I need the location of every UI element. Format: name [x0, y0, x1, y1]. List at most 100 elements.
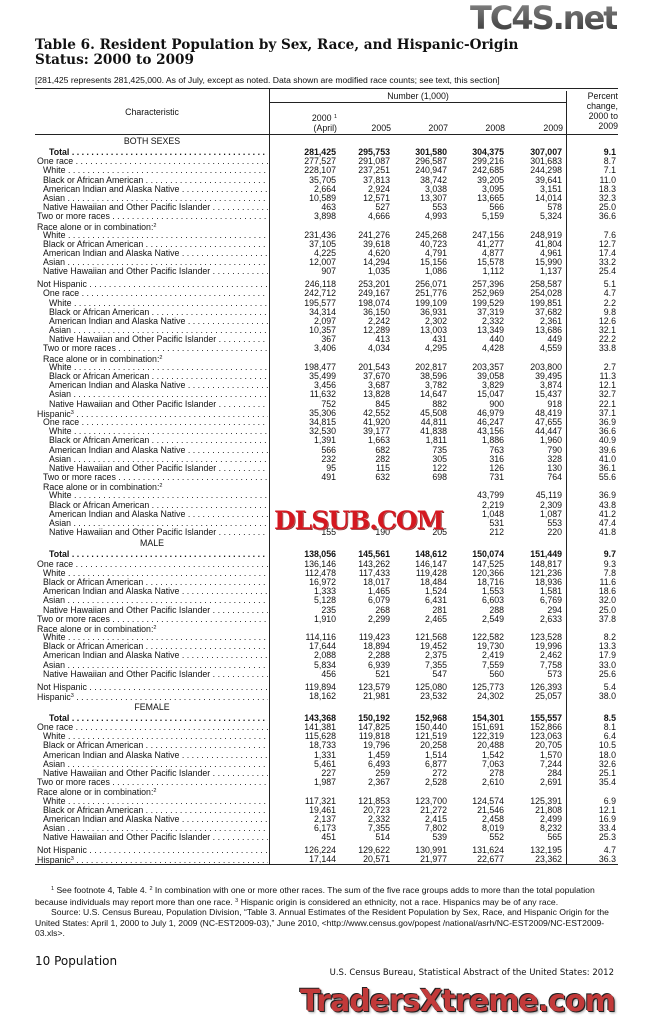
row-label-text: One race [37, 157, 74, 167]
percent-change-cell: 7.6 [603, 229, 616, 240]
value-cell: 190 [375, 527, 390, 538]
value-cell: 12,289 [363, 325, 390, 336]
value-cell: 2,415 [424, 813, 447, 824]
value-cell: 15,437 [535, 389, 562, 400]
row-label-text: American Indian and Alaska Native [43, 750, 180, 760]
value-cell: 246,118 [304, 279, 336, 290]
header-year-2005: 2005 [371, 123, 391, 133]
row-label-text: Native Hawaiian and Other Pacific Island… [43, 769, 211, 778]
value-cell: 45,119 [535, 490, 562, 501]
row-label-text: Total [49, 550, 70, 560]
value-cell: 449 [547, 334, 562, 345]
section-label: MALE [140, 538, 164, 549]
row-label-text: Race alone or in combination: [37, 787, 154, 798]
value-cell: 143,368 [304, 712, 336, 723]
value-cell: 278 [489, 768, 504, 778]
value-cell: 2,361 [539, 315, 562, 326]
row-label: Two or more races [35, 344, 268, 353]
table-row: Asian 5,128 6,079 6,431 6,603 6,769 32.0 [35, 596, 618, 605]
value-cell: 117,433 [358, 567, 390, 578]
table-row: Two or more races 491 632 698 731 764 55.6 [35, 472, 618, 483]
value-cell: 17,144 [309, 854, 336, 865]
running-footer: U.S. Census Bureau, Statistical Abstract… [329, 968, 614, 978]
percent-change-cell: 40.9 [598, 435, 616, 446]
value-cell: 13,003 [420, 325, 447, 336]
percent-change-cell: 32.1 [598, 325, 616, 336]
value-cell: 735 [432, 444, 447, 455]
value-cell: 907 [321, 266, 336, 277]
row-label-text: One race [43, 417, 80, 427]
value-cell: 296,587 [415, 156, 447, 167]
row-label: Asian [35, 760, 268, 769]
row-label: American Indian and Alaska Native [35, 815, 268, 824]
row-label-text: Black or African American [43, 577, 144, 587]
value-cell: 566 [321, 444, 336, 455]
row-label: Black or African American [35, 240, 268, 249]
header-year-2009: 2009 [543, 123, 563, 133]
value-cell: 13,665 [477, 192, 504, 203]
value-cell: 251,776 [415, 288, 447, 299]
table-row: Race alone or in combination:2 [35, 482, 618, 492]
section-header: MALE [35, 537, 618, 550]
value-cell: 141,381 [304, 722, 336, 733]
footnote-ref: 3 [70, 409, 74, 416]
value-cell: 3,406 [313, 343, 336, 354]
table-row: Asian 232 282 305 316 328 41.0 [35, 453, 618, 464]
row-label: Race alone or in combination:2 [35, 482, 268, 492]
table-row: American Indian and Alaska Native 2,088 2,… [35, 651, 618, 660]
row-label: Native Hawaiian and Other Pacific Island… [35, 670, 268, 679]
row-label-text: Two or more races [37, 778, 110, 788]
table-row: Asian 10,589 12,571 13,307 13,665 14,014 32.3 [35, 192, 618, 203]
value-cell: 205 [432, 527, 447, 538]
row-label: Not Hispanic [35, 683, 268, 692]
value-cell: 2,367 [367, 777, 390, 788]
percent-change-cell: 47.4 [598, 518, 616, 528]
value-cell: 11,632 [309, 389, 336, 400]
percent-change-cell: 17.9 [598, 650, 616, 661]
value-cell: 2,419 [481, 650, 504, 661]
value-cell: 16,972 [309, 576, 336, 587]
value-cell: 25,057 [535, 690, 562, 701]
value-cell: 4,428 [481, 343, 504, 354]
value-cell: 463 [321, 202, 336, 213]
percent-change-cell: 32.0 [598, 595, 616, 606]
value-cell: 294 [547, 604, 562, 615]
footnote-ref: 2 [153, 624, 157, 631]
value-cell: 882 [432, 398, 447, 409]
row-label: Black or African American [35, 436, 268, 445]
value-cell: 122,319 [472, 731, 504, 742]
row-label-text: Asian [43, 660, 66, 670]
row-label-text: Asian [43, 193, 66, 203]
value-cell: 114,116 [305, 632, 337, 643]
row-label-text: One race [37, 723, 74, 733]
row-label: White [35, 166, 268, 175]
value-cell: 328 [547, 453, 562, 464]
value-cell: 752 [321, 398, 336, 409]
value-cell: 7,355 [424, 659, 447, 670]
value-cell: 254,028 [530, 288, 562, 299]
value-cell: 13,307 [420, 192, 447, 203]
percent-change-cell: 4.7 [603, 845, 616, 855]
value-cell: 5,128 [313, 595, 336, 606]
value-cell: 281 [432, 604, 447, 615]
value-cell: 115 [375, 462, 390, 473]
row-label-text: American Indian and Alaska Native [49, 509, 186, 519]
percent-change-cell: 12.7 [598, 238, 616, 249]
value-cell: 37,105 [309, 238, 336, 249]
row-label: Asian [35, 519, 268, 528]
value-cell: 1,048 [481, 508, 504, 519]
section-header: FEMALE [35, 701, 618, 714]
percent-change-cell: 9.1 [603, 147, 616, 157]
value-cell: 126,393 [530, 681, 562, 692]
percent-change-cell: 41.8 [598, 527, 616, 538]
row-label-text: Hispanic [37, 408, 71, 419]
value-cell: 32,530 [309, 426, 336, 437]
value-cell: 632 [375, 472, 390, 483]
percent-change-cell: 8.5 [603, 712, 616, 723]
value-cell: 560 [489, 668, 504, 679]
value-cell: 900 [489, 398, 504, 409]
value-cell: 132,195 [530, 845, 562, 855]
value-cell: 242,712 [304, 288, 336, 299]
value-cell: 682 [375, 444, 390, 455]
value-cell: 2,332 [481, 315, 504, 326]
